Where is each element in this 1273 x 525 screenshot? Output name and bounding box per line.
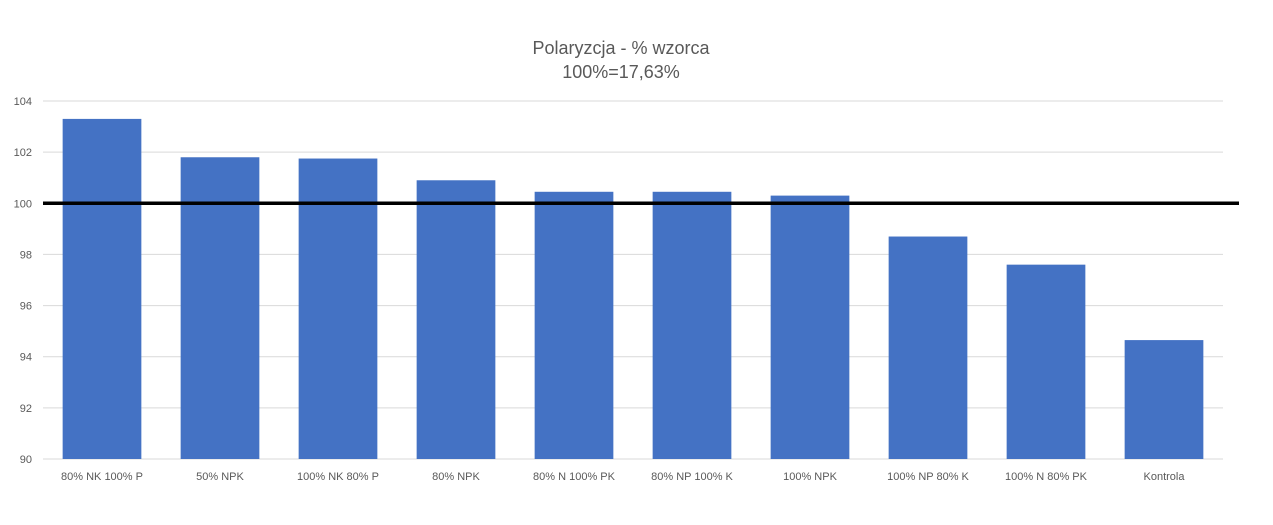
y-tick-label-96: 96 <box>20 301 32 313</box>
chart-title: Polaryzcja - % wzorca <box>532 38 710 58</box>
y-tick-label-102: 102 <box>14 147 32 159</box>
x-category-label-9: Kontrola <box>1144 471 1186 483</box>
x-category-label-6: 100% NPK <box>783 471 837 483</box>
y-tick-label-92: 92 <box>20 403 32 415</box>
y-tick-label-90: 90 <box>20 454 32 466</box>
y-tick-label-94: 94 <box>20 352 32 364</box>
y-tick-label-104: 104 <box>14 96 32 108</box>
bar-3 <box>416 180 496 459</box>
bar-0 <box>62 118 142 460</box>
bar-7 <box>888 236 968 459</box>
bar-1 <box>180 157 260 459</box>
y-tick-label-100: 100 <box>14 198 32 210</box>
x-category-label-3: 80% NPK <box>432 471 480 483</box>
bar-2 <box>298 158 378 460</box>
bar-5 <box>652 191 732 459</box>
x-category-label-8: 100% N 80% PK <box>1005 471 1088 483</box>
x-category-label-1: 50% NPK <box>196 471 244 483</box>
x-axis-labels: 80% NK 100% P 50% NPK 100% NK 80% P 80% NPK… <box>61 471 1185 483</box>
x-category-label-5: 80% NP 100% K <box>651 471 733 483</box>
x-category-label-0: 80% NK 100% P <box>61 471 143 483</box>
chart-subtitle: 100%=17,63% <box>562 62 680 82</box>
y-axis-ticks: 90 92 94 96 98 100 102 104 <box>14 96 32 466</box>
x-category-label-4: 80% N 100% PK <box>533 471 616 483</box>
bar-8 <box>1006 264 1086 459</box>
bars <box>62 118 1204 460</box>
bar-6 <box>770 195 850 459</box>
x-category-label-2: 100% NK 80% P <box>297 471 379 483</box>
bar-9 <box>1124 340 1204 459</box>
y-tick-label-98: 98 <box>20 249 32 261</box>
bar-4 <box>534 191 614 459</box>
x-category-label-7: 100% NP 80% K <box>887 471 969 483</box>
